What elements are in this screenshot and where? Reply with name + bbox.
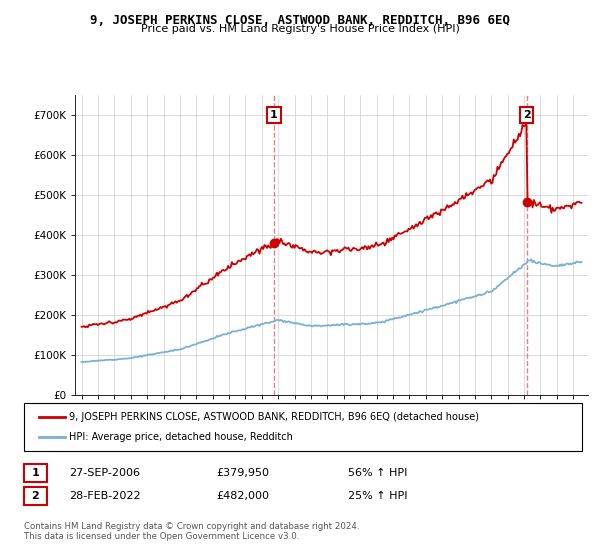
Text: 9, JOSEPH PERKINS CLOSE, ASTWOOD BANK, REDDITCH, B96 6EQ: 9, JOSEPH PERKINS CLOSE, ASTWOOD BANK, R… xyxy=(90,14,510,27)
Text: 2: 2 xyxy=(32,491,39,501)
Text: Price paid vs. HM Land Registry's House Price Index (HPI): Price paid vs. HM Land Registry's House … xyxy=(140,24,460,34)
Text: 25% ↑ HPI: 25% ↑ HPI xyxy=(348,491,407,501)
Text: 1: 1 xyxy=(270,110,278,120)
Text: Contains HM Land Registry data © Crown copyright and database right 2024.
This d: Contains HM Land Registry data © Crown c… xyxy=(24,522,359,542)
Text: 27-SEP-2006: 27-SEP-2006 xyxy=(69,468,140,478)
Text: HPI: Average price, detached house, Redditch: HPI: Average price, detached house, Redd… xyxy=(69,432,293,442)
Text: 56% ↑ HPI: 56% ↑ HPI xyxy=(348,468,407,478)
Text: 9, JOSEPH PERKINS CLOSE, ASTWOOD BANK, REDDITCH, B96 6EQ (detached house): 9, JOSEPH PERKINS CLOSE, ASTWOOD BANK, R… xyxy=(69,412,479,422)
Text: 2: 2 xyxy=(523,110,530,120)
Text: 1: 1 xyxy=(32,468,39,478)
Text: 28-FEB-2022: 28-FEB-2022 xyxy=(69,491,140,501)
Text: £482,000: £482,000 xyxy=(216,491,269,501)
Text: £379,950: £379,950 xyxy=(216,468,269,478)
